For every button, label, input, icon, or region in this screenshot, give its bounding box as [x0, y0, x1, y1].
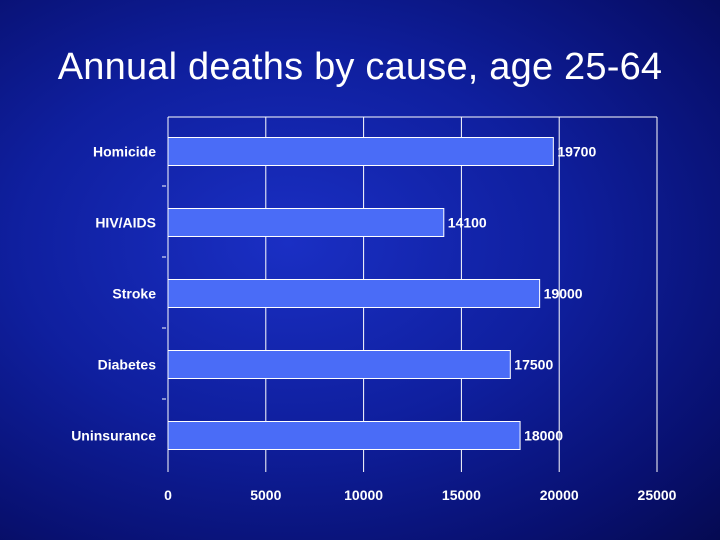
value-label: 14100 [448, 215, 487, 231]
category-labels: Homicide HIV/AIDS Stroke Diabetes Uninsuranc… [71, 144, 156, 444]
bar-uninsurance [167, 421, 521, 450]
category-label: Stroke [112, 286, 156, 302]
category-label: Uninsurance [71, 428, 156, 444]
value-label: 19000 [544, 286, 583, 302]
x-tick-label: 10000 [344, 487, 383, 503]
chart-axes [162, 117, 169, 472]
chart-bars [167, 137, 554, 450]
bar-stroke [167, 279, 541, 308]
x-tick-label: 20000 [540, 487, 579, 503]
bar-hiv-aids [167, 208, 445, 237]
value-label: 19700 [557, 144, 596, 160]
value-label: 17500 [514, 357, 553, 373]
bar-diabetes [167, 350, 511, 379]
x-tick-label: 25000 [638, 487, 677, 503]
value-label: 18000 [524, 428, 563, 444]
category-label: HIV/AIDS [95, 215, 156, 231]
x-tick-label: 0 [164, 487, 172, 503]
x-tick-label: 5000 [250, 487, 281, 503]
bar-homicide [167, 137, 554, 166]
value-labels: 19700 14100 19000 17500 18000 [448, 144, 597, 444]
category-label: Diabetes [98, 357, 157, 373]
x-tick-label: 15000 [442, 487, 481, 503]
category-label: Homicide [93, 144, 156, 160]
x-tick-labels: 0 5000 10000 15000 20000 25000 [164, 487, 677, 503]
slide-title: Annual deaths by cause, age 25-64 [57, 46, 663, 88]
